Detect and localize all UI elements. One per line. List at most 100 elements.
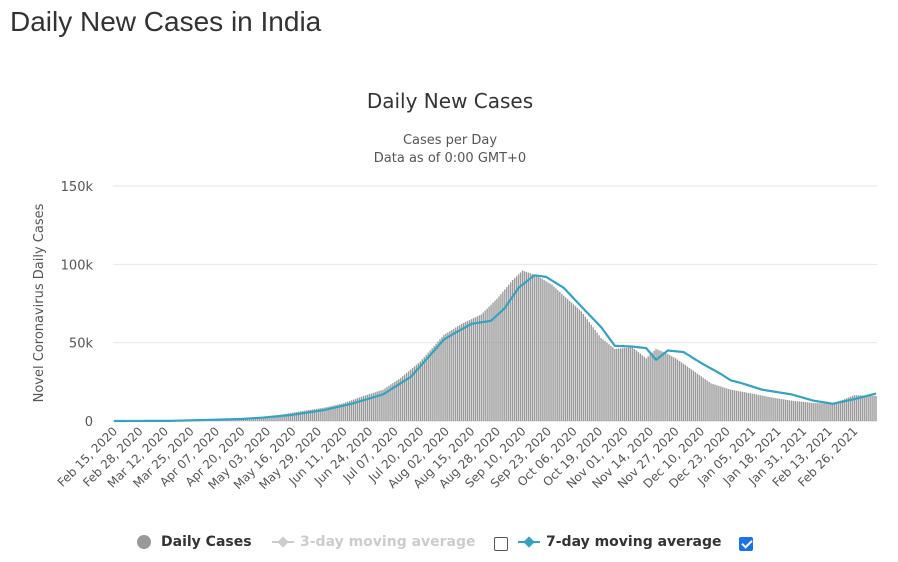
daily-case-bar <box>293 412 296 421</box>
bar-series <box>144 270 877 421</box>
daily-case-bar <box>319 408 321 421</box>
daily-case-bar <box>290 413 292 421</box>
daily-case-bar <box>826 403 828 421</box>
daily-case-bar <box>690 369 693 421</box>
daily-case-bar <box>574 306 577 421</box>
daily-case-bar <box>726 388 728 421</box>
daily-case-bar <box>539 277 541 421</box>
daily-case-bar <box>753 393 755 421</box>
daily-case-bar <box>527 272 530 421</box>
daily-case-bar <box>688 367 691 421</box>
daily-case-bar <box>800 401 803 421</box>
daily-case-bar <box>698 374 700 421</box>
daily-case-bar <box>386 387 388 421</box>
daily-case-bar <box>433 345 435 421</box>
daily-case-bar <box>299 411 302 421</box>
daily-case-bar <box>627 347 630 421</box>
daily-case-bar <box>415 364 418 421</box>
daily-case-bar <box>765 396 767 421</box>
daily-case-bar <box>248 418 251 421</box>
daily-case-bar <box>722 387 724 421</box>
legend-item-daily-cases[interactable]: Daily Cases <box>137 530 252 554</box>
daily-case-bar <box>729 389 732 421</box>
daily-case-bar <box>841 399 844 421</box>
daily-case-bar <box>810 402 812 421</box>
daily-case-bar <box>635 350 638 421</box>
daily-case-bar <box>566 299 569 421</box>
daily-case-bar <box>867 395 869 421</box>
daily-case-bar <box>472 318 475 421</box>
toggle-3-day-checkbox[interactable] <box>494 537 508 551</box>
y-tick-labels: 0 50k 100k 150k <box>61 180 94 430</box>
daily-case-bar <box>714 384 716 421</box>
daily-case-bar <box>608 344 610 421</box>
daily-case-bar <box>716 385 718 421</box>
daily-case-bar <box>333 405 335 421</box>
daily-case-bar <box>839 400 842 421</box>
legend: Daily Cases 3-day moving average 7-day m… <box>0 530 898 556</box>
daily-case-bar <box>612 347 614 421</box>
daily-case-bar <box>348 400 351 421</box>
daily-case-bar <box>871 395 873 421</box>
daily-case-bar <box>419 361 422 421</box>
legend-7-day-label: 7-day moving average <box>546 534 722 550</box>
daily-case-bar <box>700 376 702 421</box>
daily-case-bar <box>396 380 398 421</box>
daily-case-bar <box>470 319 473 421</box>
daily-case-bar <box>739 391 742 421</box>
chart: Daily New Cases Cases per Day Data as of… <box>32 89 877 492</box>
daily-case-bar <box>769 397 771 421</box>
daily-case-bar <box>411 368 414 421</box>
daily-case-bar <box>443 334 445 421</box>
daily-case-bar <box>276 415 278 421</box>
daily-case-bar <box>747 392 750 421</box>
daily-case-bar <box>403 374 406 421</box>
daily-case-bar <box>667 354 669 421</box>
daily-case-bar <box>458 325 461 421</box>
daily-case-bar <box>653 350 655 421</box>
daily-case-bar <box>413 366 416 421</box>
legend-item-7-day-average[interactable]: 7-day moving average <box>518 530 722 554</box>
daily-case-bar <box>547 282 549 421</box>
daily-case-bar <box>478 315 480 421</box>
page-title: Daily New Cases in India <box>10 6 322 37</box>
daily-case-bar <box>278 415 280 421</box>
daily-case-bar <box>492 302 494 421</box>
daily-case-bar <box>861 395 863 421</box>
daily-case-bar <box>407 371 410 421</box>
daily-case-bar <box>252 417 255 421</box>
daily-case-bar <box>427 352 429 421</box>
daily-case-bar <box>309 409 312 421</box>
daily-case-bar <box>788 400 791 421</box>
daily-case-bar <box>313 409 315 421</box>
daily-case-bar <box>303 410 306 421</box>
moving-average-series <box>113 274 877 423</box>
daily-case-bar <box>708 381 710 421</box>
daily-case-bar <box>781 399 783 421</box>
daily-case-bar <box>451 329 453 421</box>
daily-case-bar <box>423 357 425 421</box>
daily-case-bar <box>488 306 490 421</box>
daily-case-bar <box>675 358 677 421</box>
daily-case-bar <box>757 394 759 421</box>
daily-case-bar <box>321 407 323 421</box>
legend-item-3-day-average[interactable]: 3-day moving average <box>272 530 476 554</box>
daily-case-bar <box>696 373 698 421</box>
daily-case-bar <box>855 395 858 421</box>
daily-case-bar <box>678 361 681 421</box>
daily-case-bar <box>382 389 384 421</box>
seven-day-average-line <box>113 274 877 423</box>
daily-case-bar <box>865 395 867 421</box>
daily-case-bar <box>798 401 801 421</box>
daily-case-bar <box>464 321 467 421</box>
daily-case-bar <box>847 397 850 421</box>
toggle-7-day-checkbox[interactable] <box>739 537 753 551</box>
daily-case-bar <box>541 278 543 421</box>
daily-case-bar <box>323 407 325 421</box>
daily-case-bar <box>812 402 814 421</box>
daily-case-bar <box>777 398 779 421</box>
daily-case-bar <box>580 311 583 421</box>
daily-case-bar <box>515 276 518 421</box>
daily-case-bar <box>771 397 773 421</box>
daily-case-bar <box>631 347 634 421</box>
